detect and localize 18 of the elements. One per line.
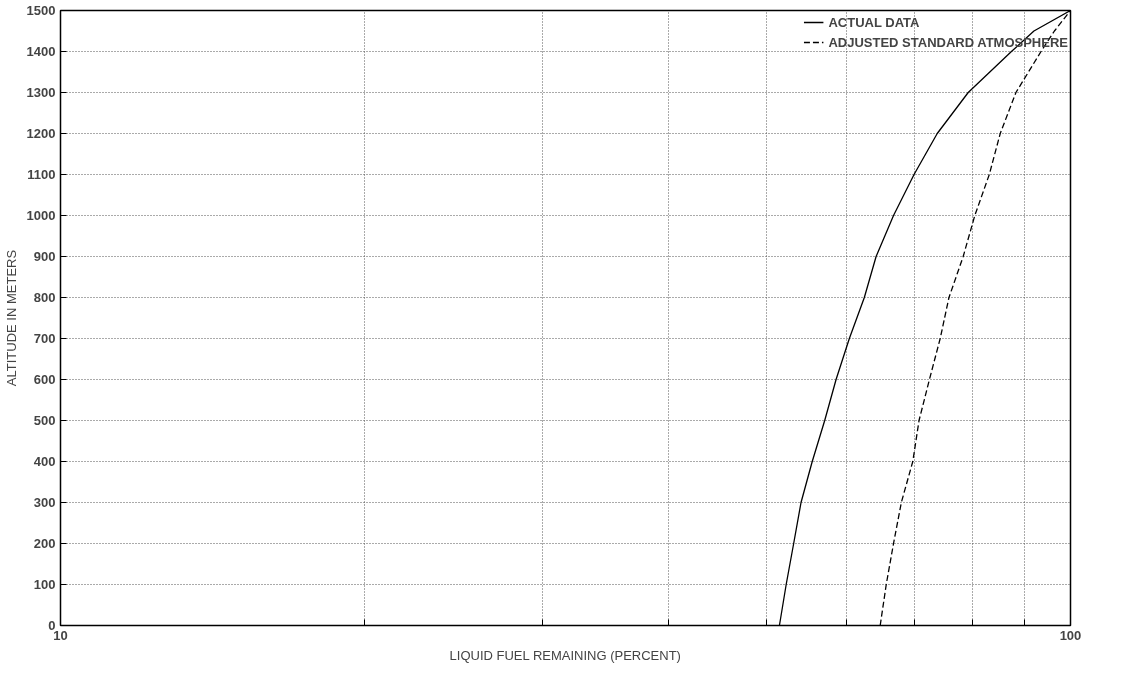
y-tick-label: 400 [33,454,56,469]
legend-label: ACTUAL DATA [828,14,920,30]
y-tick-label: 1400 [26,44,56,59]
y-tick-label: 1200 [26,126,56,141]
y-tick-label: 1000 [26,208,56,223]
y-tick-label: 900 [33,249,56,264]
y-tick-label: 700 [33,331,56,346]
y-tick-label: 1300 [26,85,56,100]
y-tick-label: 500 [33,413,56,428]
y-tick-label: 200 [33,536,56,551]
x-axis-title: LIQUID FUEL REMAINING (PERCENT) [449,647,681,663]
y-tick-label: 1100 [27,167,56,182]
y-tick-label: 600 [33,372,56,387]
y-tick-label: 100 [33,577,56,592]
y-tick-label: 800 [33,290,56,305]
y-tick-label: 1500 [26,3,56,18]
y-axis-title: ALTITUDE IN METERS [3,249,19,387]
y-tick-label: 300 [33,495,56,510]
